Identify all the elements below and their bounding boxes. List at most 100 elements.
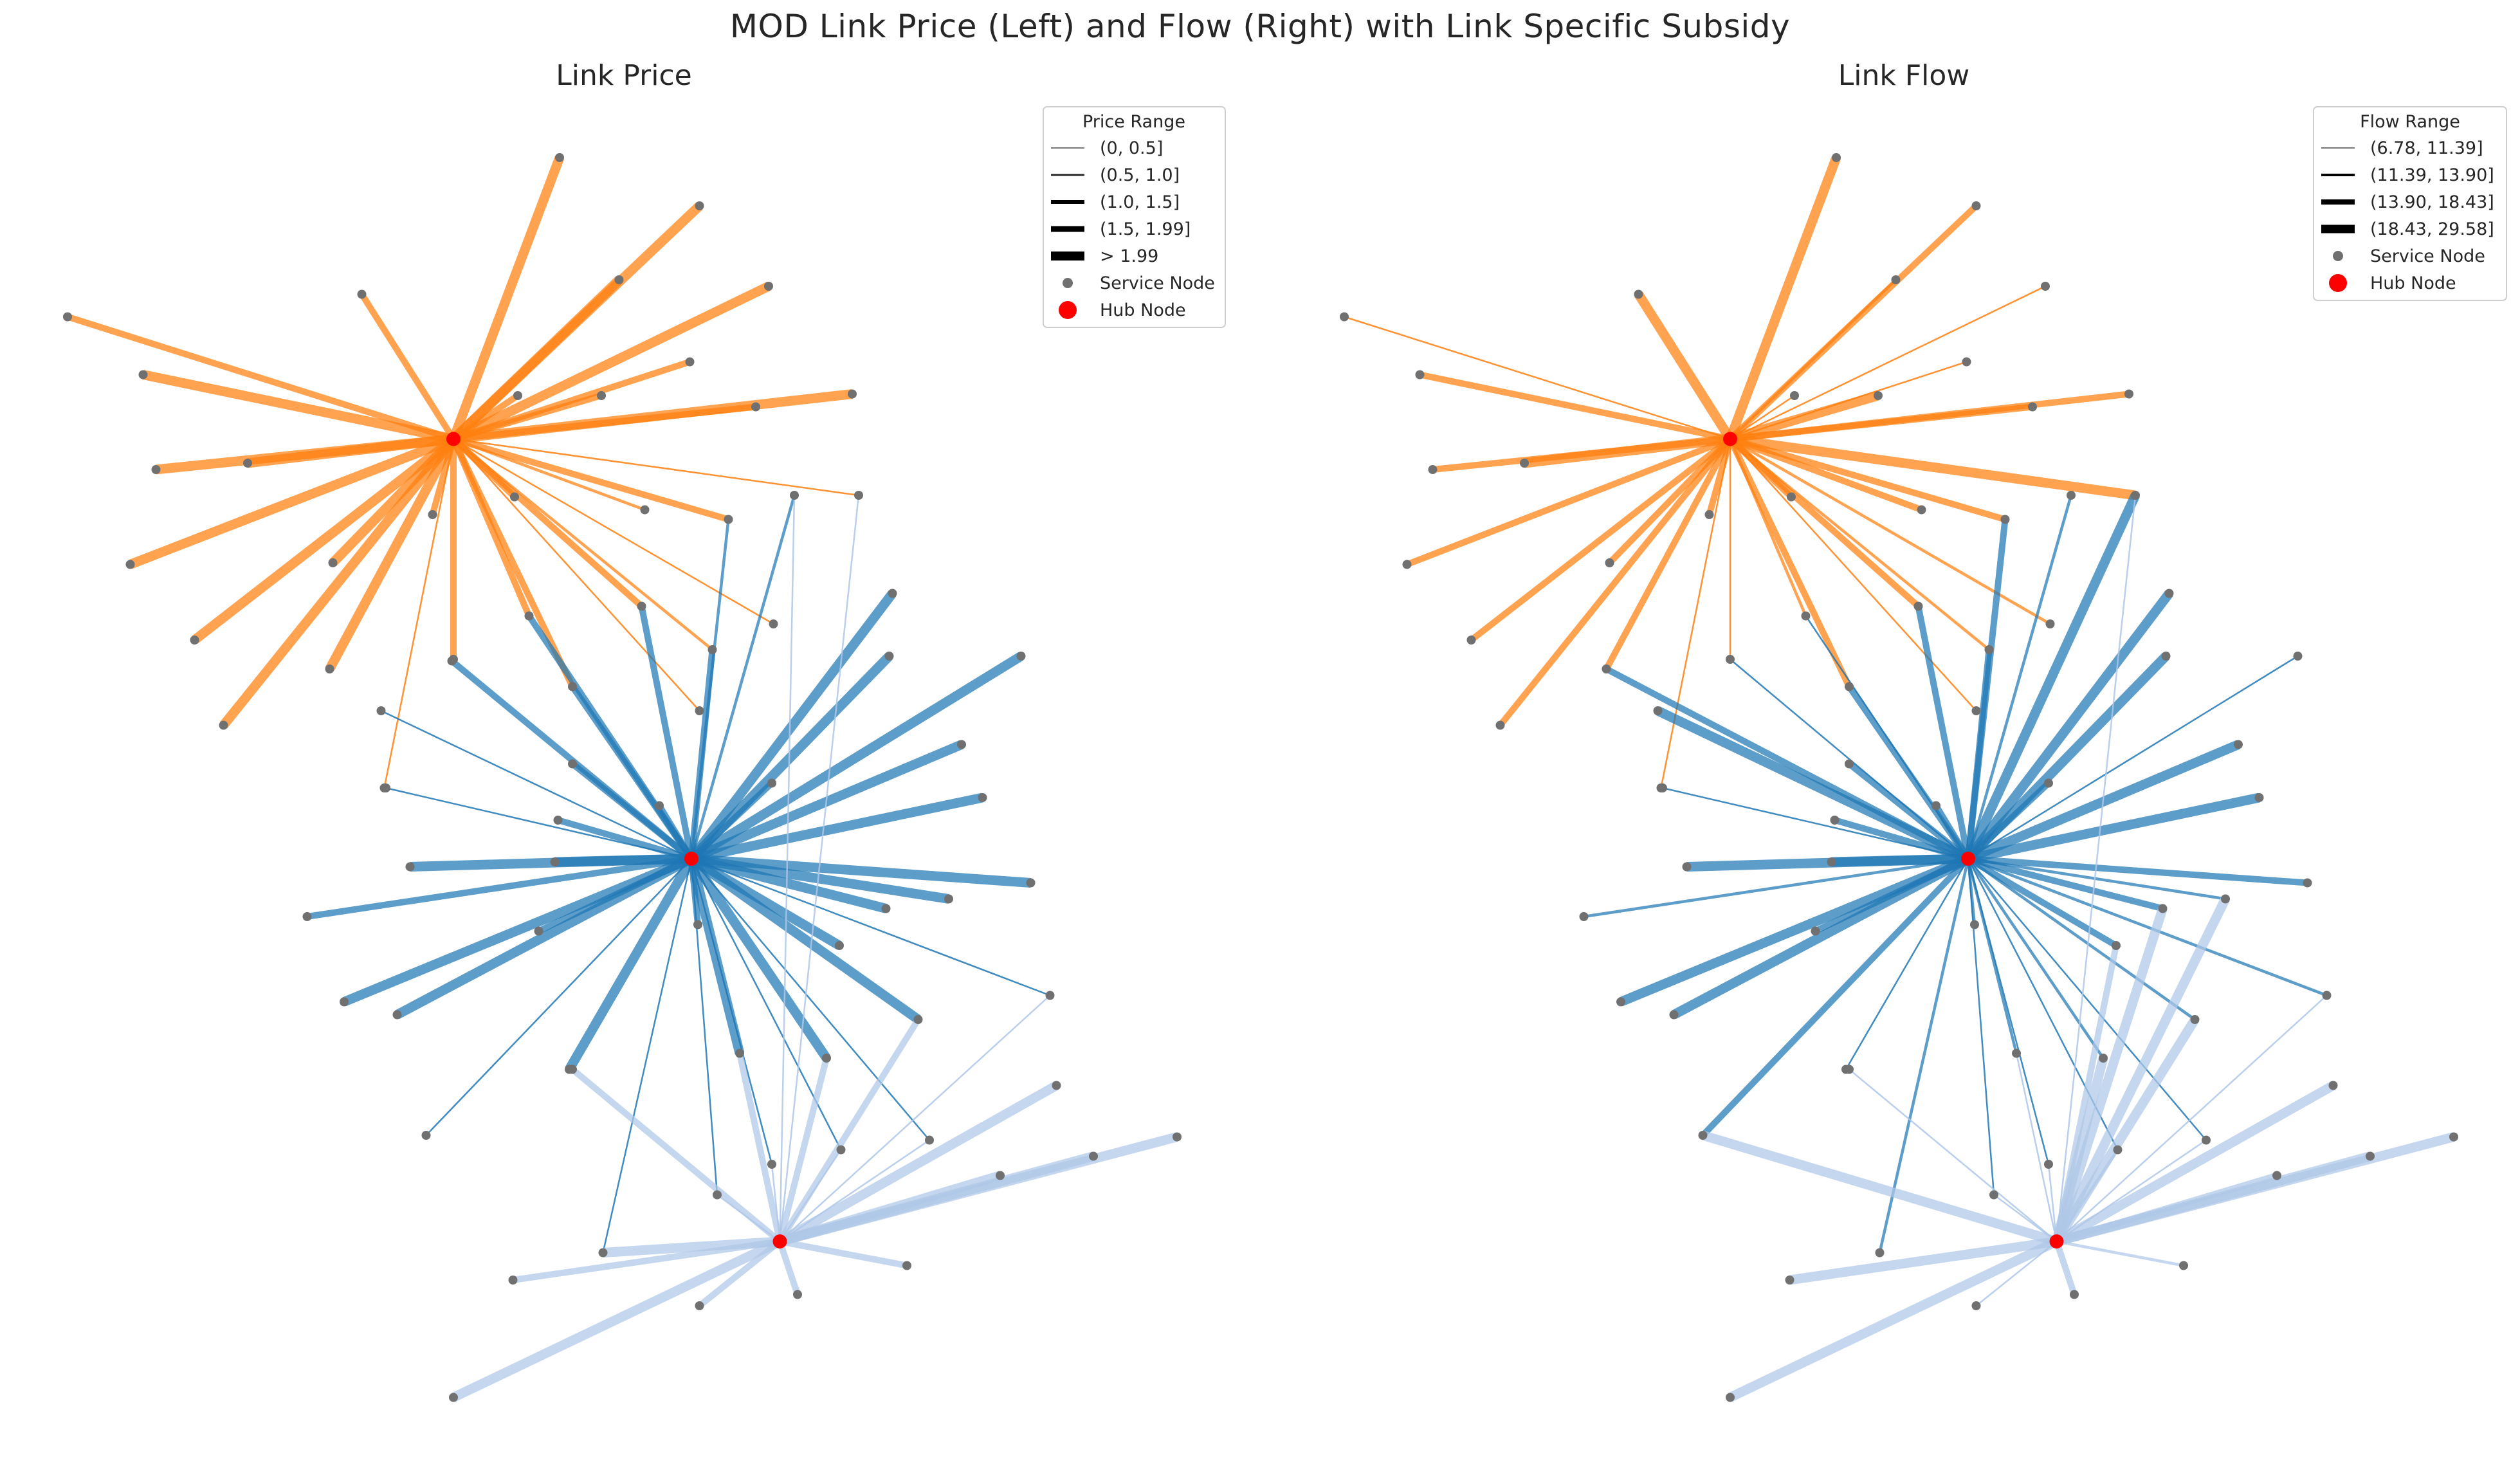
blue-link	[689, 780, 774, 861]
service-node	[1340, 312, 1349, 322]
service-node	[1669, 1010, 1679, 1020]
legend-frame	[1043, 106, 1226, 328]
lightblue-link	[2056, 495, 2137, 1242]
orange-link	[1603, 437, 1733, 671]
lightblue-link	[2054, 1081, 2336, 1246]
orange-link	[1729, 437, 1990, 651]
service-node	[510, 492, 519, 502]
service-node	[2131, 491, 2140, 500]
price-panel-title: Link Price	[556, 59, 692, 92]
blue-link	[306, 855, 692, 920]
service-node	[2044, 1160, 2053, 1169]
orange-link	[1634, 291, 1735, 442]
orange-link	[453, 437, 646, 511]
service-node	[598, 1248, 608, 1258]
blue-link	[1915, 605, 1971, 859]
service-node	[1790, 391, 1799, 400]
lightblue-link	[717, 1194, 781, 1243]
service-node	[881, 904, 891, 913]
service-node	[1845, 1065, 1854, 1074]
orange-link	[191, 435, 457, 644]
service-node	[614, 275, 624, 284]
blue-link	[1968, 858, 2207, 1141]
service-node	[2045, 619, 2055, 628]
blue-link	[688, 649, 716, 859]
service-node	[1402, 560, 1412, 569]
orange-link	[452, 392, 520, 442]
blue-link	[690, 854, 888, 913]
orange-link	[453, 438, 859, 497]
service-node	[1970, 920, 1979, 929]
service-node	[2221, 894, 2230, 904]
service-node	[357, 289, 367, 299]
service-node	[996, 1171, 1005, 1180]
lightblue-link	[1789, 1236, 2058, 1285]
service-node	[550, 857, 560, 866]
service-node	[1971, 201, 1981, 210]
orange-link	[1730, 390, 2130, 443]
service-node	[2366, 1151, 2375, 1161]
service-node	[1653, 706, 1663, 715]
service-node	[1026, 878, 1036, 888]
service-node	[243, 459, 252, 468]
blue-link	[691, 857, 1050, 996]
blue-link	[1700, 856, 1971, 1138]
service-node	[902, 1261, 911, 1270]
orange-link	[128, 434, 455, 569]
blue-link	[1965, 649, 1993, 859]
orange-link	[359, 292, 457, 441]
blue-link	[602, 858, 693, 1253]
hub-node	[684, 852, 698, 866]
orange-link	[450, 276, 623, 443]
lightblue-link	[2056, 1172, 2278, 1245]
blue-link	[537, 855, 693, 935]
blue-link	[1967, 858, 1995, 1195]
blue-link	[638, 605, 695, 859]
service-node	[1874, 391, 1883, 400]
blue-link	[1966, 495, 2073, 859]
blue-link	[557, 817, 693, 862]
service-node	[1634, 289, 1643, 299]
service-node	[925, 1135, 934, 1145]
orange-link	[453, 438, 700, 711]
lightblue-link	[779, 994, 1051, 1242]
lightblue-link	[778, 1171, 1002, 1247]
service-node	[138, 370, 148, 380]
orange-link	[451, 282, 771, 444]
legend-entry: (0, 0.5]	[1100, 138, 1163, 158]
service-node	[1466, 636, 1476, 645]
service-node	[640, 505, 650, 515]
legend-title: Price Range	[1082, 112, 1185, 132]
legend-entry: (13.90, 18.43]	[2370, 192, 2494, 212]
blue-link	[1967, 857, 2196, 1021]
lightblue-link	[2052, 907, 2168, 1243]
lightblue-link	[1993, 1194, 2058, 1243]
legend-entry: > 1.99	[1100, 246, 1158, 266]
legend-entry: (0.5, 1.0]	[1100, 165, 1180, 185]
service-node	[724, 515, 733, 524]
service-node	[2161, 652, 2171, 661]
orange-link	[1729, 435, 2006, 523]
service-node	[1726, 655, 1735, 664]
service-node	[381, 783, 390, 792]
service-node	[302, 912, 312, 921]
service-node	[1827, 857, 1836, 866]
orange-link	[1419, 371, 1731, 443]
service-node	[2449, 1132, 2458, 1142]
legend-title: Flow Range	[2360, 112, 2460, 132]
orange-link	[66, 313, 455, 443]
service-node	[1845, 759, 1854, 769]
service-node	[1830, 816, 1840, 825]
service-node	[793, 1290, 802, 1299]
orange-link	[383, 439, 455, 789]
lightblue-link	[771, 1164, 781, 1242]
blue-link	[1656, 706, 1971, 863]
legend-entry: (11.39, 13.90]	[2370, 165, 2494, 185]
lightblue-link	[2052, 897, 2230, 1244]
blue-link	[1730, 659, 1969, 859]
hub-node	[2049, 1234, 2064, 1249]
legend-entry: (1.5, 1.99]	[1100, 219, 1191, 239]
blue-link	[1584, 857, 1969, 919]
service-node	[1579, 912, 1589, 921]
service-node	[2303, 878, 2312, 888]
